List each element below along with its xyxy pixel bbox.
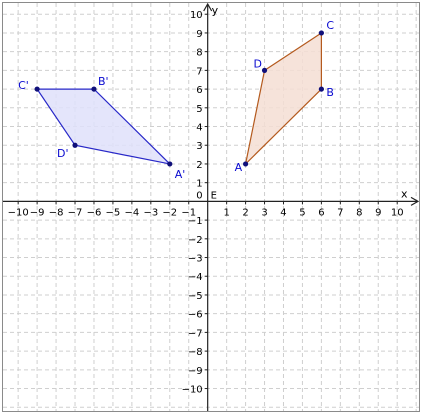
y-tick-label: −10 <box>182 385 203 396</box>
vertex-label: D' <box>57 147 68 160</box>
x-tick-label: 10 <box>391 207 404 218</box>
vertex-label: D <box>254 57 262 70</box>
x-tick-label: 9 <box>375 207 381 218</box>
x-tick-label: 2 <box>242 207 248 218</box>
x-tick-label: 6 <box>318 207 324 218</box>
x-tick-label: −9 <box>30 207 45 218</box>
y-tick-label: 7 <box>196 66 202 77</box>
vertex-label: C' <box>18 79 29 92</box>
y-tick-label: −9 <box>188 366 203 377</box>
y-tick-label: 6 <box>196 85 202 96</box>
vertex-point <box>91 86 97 92</box>
x-tick-label: 8 <box>356 207 362 218</box>
x-tick-label: −8 <box>49 207 64 218</box>
coordinate-plane: −10 −9 −8 −7 −6 −5 −4 −3 −2 −1 1 2 3 4 5 6 7 8 9 10−10−9−8−… <box>3 3 419 411</box>
vertex-point <box>72 142 78 148</box>
x-axis-arrow-icon <box>410 196 419 206</box>
x-tick-label: 3 <box>261 207 267 218</box>
vertex-point <box>261 67 268 73</box>
origin-point-label: E <box>211 190 217 201</box>
x-axis-name: x <box>401 187 408 200</box>
vertex-label: C <box>326 19 334 32</box>
y-tick-label: −4 <box>188 272 203 283</box>
x-tick-label: 1 <box>223 207 229 218</box>
y-tick-label: −5 <box>188 291 203 302</box>
axes <box>3 3 419 411</box>
grid-lines <box>3 3 419 411</box>
vertex-point <box>167 161 173 167</box>
vertex-label: B' <box>98 75 109 88</box>
vertex-point <box>34 86 40 92</box>
y-tick-label: 2 <box>196 160 202 171</box>
vertex-point <box>318 86 324 92</box>
y-tick-label: −1 <box>188 216 203 227</box>
y-tick-label: −7 <box>188 328 203 339</box>
vertex-label: A <box>235 161 243 174</box>
origin-label: 0 <box>196 190 202 201</box>
y-tick-label: −3 <box>188 254 203 265</box>
x-tick-label: −1 <box>181 207 196 218</box>
y-axis-name: y <box>212 4 219 17</box>
y-tick-label: 4 <box>196 123 202 134</box>
y-tick-label: 1 <box>196 179 202 190</box>
x-tick-label: −7 <box>68 207 83 218</box>
y-tick-label: 10 <box>190 10 203 21</box>
y-tick-label: 3 <box>196 141 202 152</box>
vertex-labels: A B C D A' B' C' D' <box>18 19 334 181</box>
vertex-label: B <box>326 86 334 99</box>
y-tick-label: −2 <box>188 235 203 246</box>
x-tick-label: −6 <box>87 207 102 218</box>
x-tick-label: 4 <box>280 207 286 218</box>
y-tick-label: 8 <box>196 48 202 59</box>
tick-labels: −10 −9 −8 −7 −6 −5 −4 −3 −2 −1 1 2 3 4 5 6 7 8 9 10−10−9−8−… <box>8 4 408 396</box>
y-tick-label: 5 <box>196 104 202 115</box>
y-tick-label: −8 <box>188 347 203 358</box>
x-tick-label: −3 <box>143 207 158 218</box>
vertex-label: A' <box>175 168 186 181</box>
x-tick-label: −5 <box>106 207 121 218</box>
x-tick-label: −2 <box>162 207 177 218</box>
vertex-point <box>242 161 249 167</box>
y-axis-arrow-icon <box>203 3 213 12</box>
x-tick-label: −4 <box>124 207 139 218</box>
x-tick-label: 7 <box>337 207 343 218</box>
x-tick-label: 5 <box>299 207 305 218</box>
x-tick-label: −10 <box>8 207 29 218</box>
vertex-points <box>34 30 324 167</box>
polygons <box>35 31 322 166</box>
y-tick-label: 9 <box>196 29 202 40</box>
y-tick-label: −6 <box>188 310 203 321</box>
vertex-point <box>318 30 324 36</box>
